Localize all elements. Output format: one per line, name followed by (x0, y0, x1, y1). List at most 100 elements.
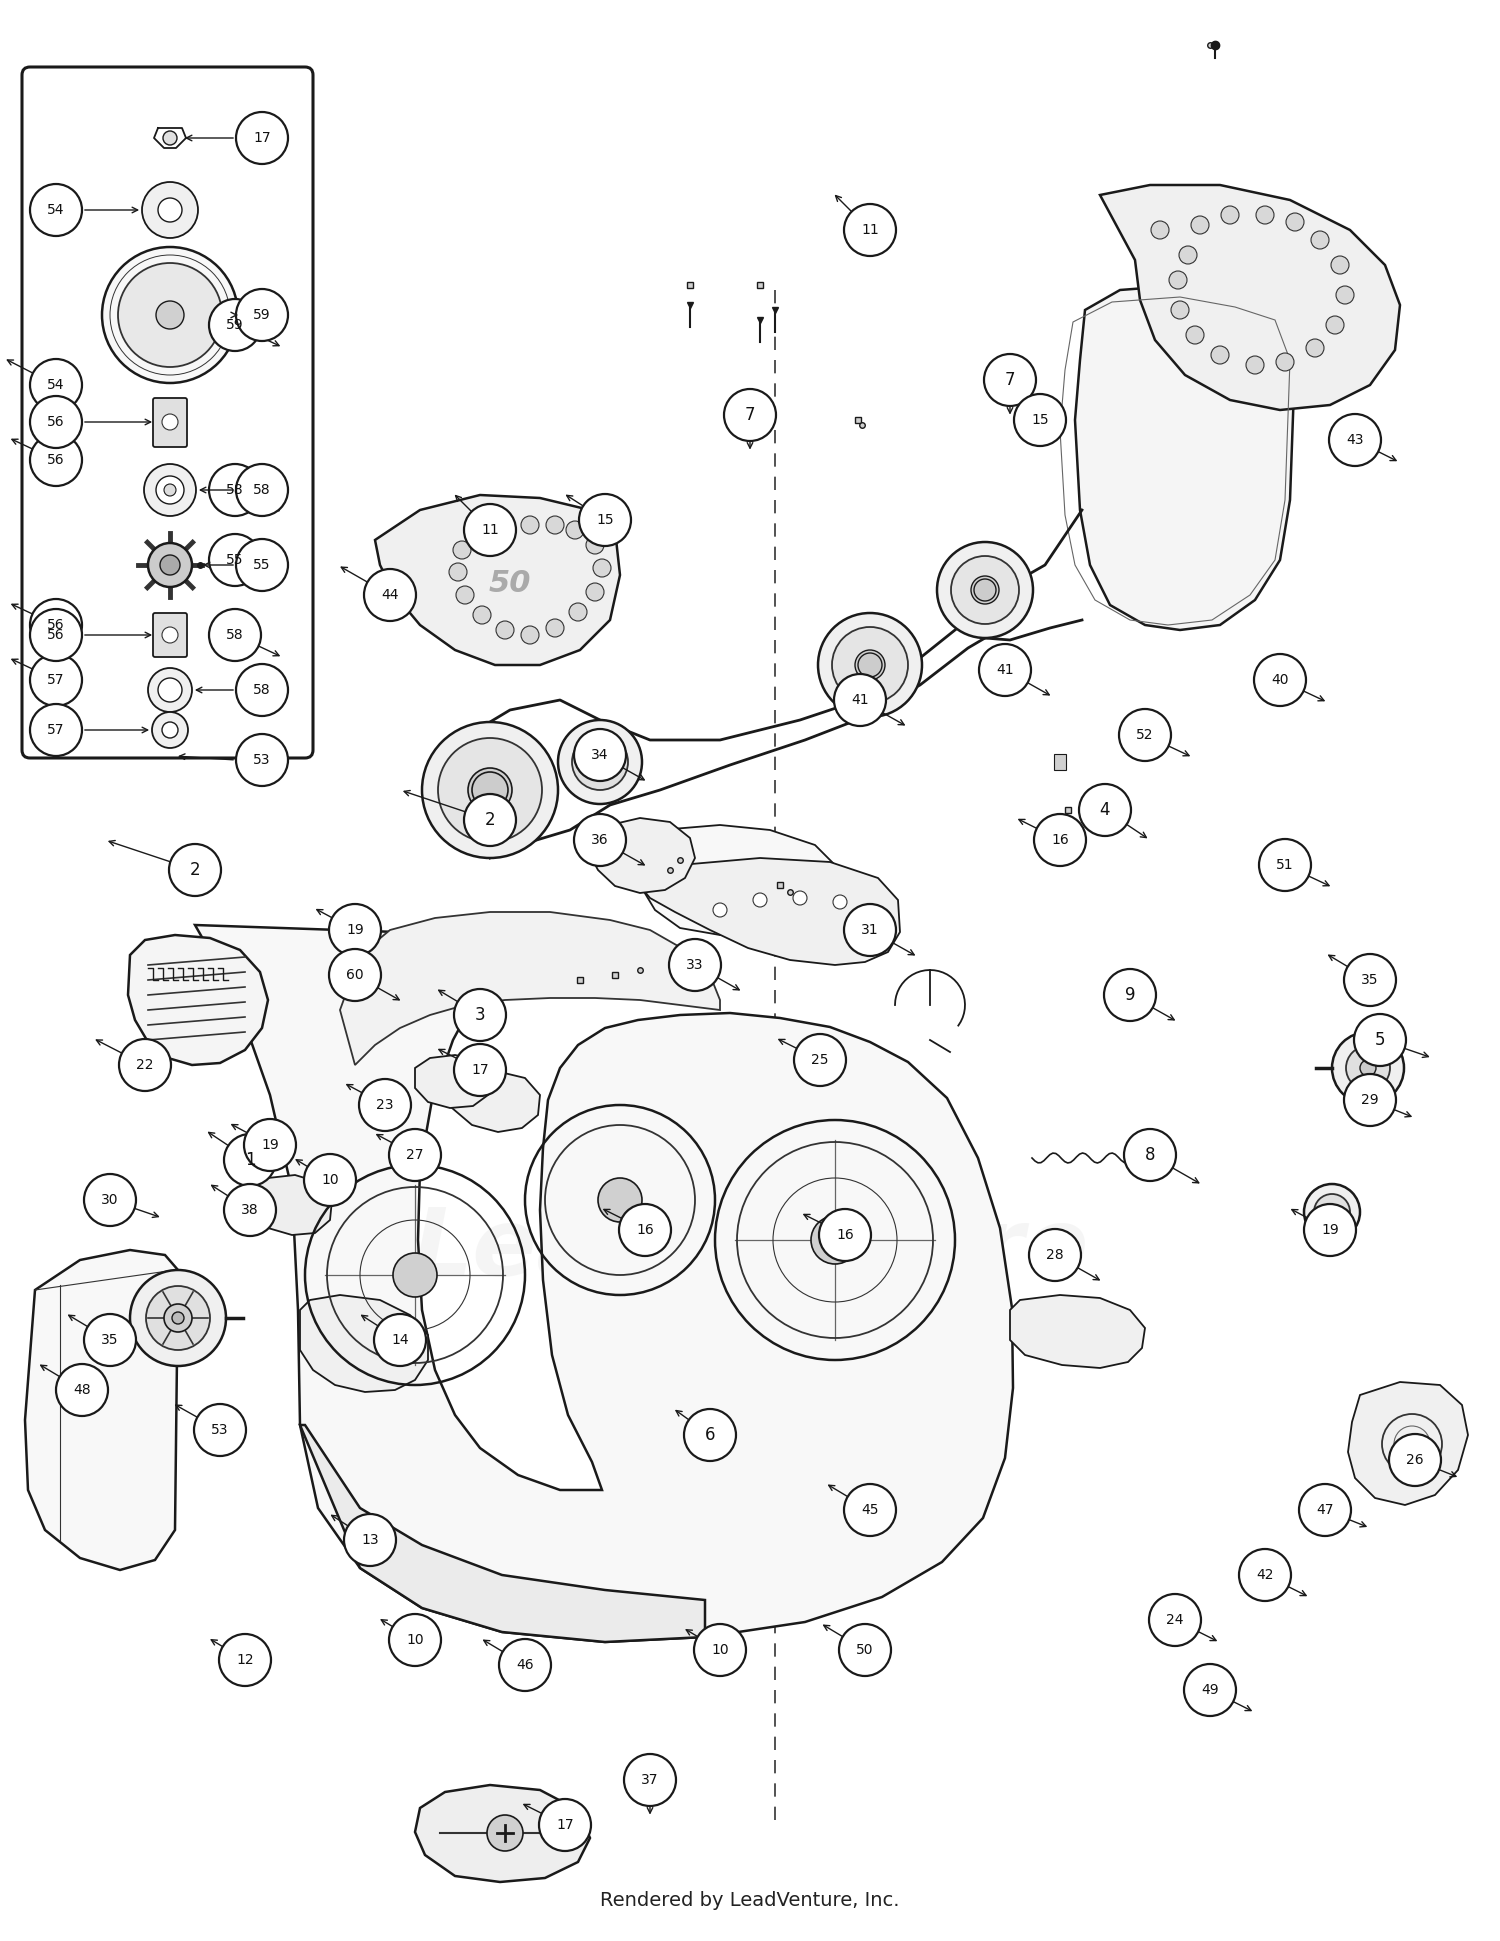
Text: 54: 54 (48, 204, 64, 217)
Text: 56: 56 (46, 617, 64, 633)
Text: 34: 34 (591, 747, 609, 763)
Circle shape (224, 1184, 276, 1236)
Circle shape (422, 722, 558, 858)
Circle shape (56, 1365, 108, 1417)
Circle shape (1346, 1046, 1390, 1091)
Circle shape (1330, 256, 1348, 274)
Circle shape (328, 905, 381, 957)
Circle shape (464, 794, 516, 846)
Circle shape (224, 1134, 276, 1186)
Text: 31: 31 (861, 924, 879, 938)
Circle shape (209, 534, 261, 586)
Circle shape (1332, 1033, 1404, 1104)
Polygon shape (128, 936, 268, 1066)
Text: 40: 40 (1270, 674, 1288, 687)
Text: 30: 30 (102, 1194, 118, 1207)
Circle shape (592, 559, 610, 576)
Text: 19: 19 (346, 924, 364, 938)
Circle shape (566, 520, 584, 540)
Circle shape (1344, 953, 1396, 1005)
Polygon shape (1010, 1295, 1144, 1368)
Circle shape (818, 613, 922, 716)
Circle shape (453, 542, 471, 559)
Circle shape (488, 1815, 524, 1852)
Circle shape (812, 1215, 859, 1264)
Circle shape (30, 609, 82, 662)
Circle shape (464, 505, 516, 555)
Circle shape (1344, 1073, 1396, 1126)
Text: 16: 16 (836, 1229, 854, 1242)
Circle shape (148, 668, 192, 712)
Circle shape (472, 606, 490, 623)
Circle shape (1029, 1229, 1081, 1281)
Circle shape (500, 1638, 550, 1691)
Circle shape (209, 609, 261, 662)
Circle shape (844, 204, 895, 256)
Circle shape (1078, 784, 1131, 837)
Polygon shape (446, 1071, 540, 1132)
Circle shape (579, 495, 632, 545)
Circle shape (482, 780, 500, 800)
Circle shape (980, 644, 1030, 697)
Circle shape (951, 555, 1018, 623)
Circle shape (30, 654, 82, 707)
Circle shape (172, 1312, 184, 1324)
Circle shape (794, 1035, 846, 1087)
Text: 48: 48 (74, 1384, 92, 1398)
Text: 59: 59 (226, 318, 244, 332)
Polygon shape (252, 1174, 332, 1234)
Circle shape (970, 576, 999, 604)
Circle shape (30, 705, 82, 755)
Circle shape (1254, 654, 1306, 707)
Circle shape (590, 751, 610, 773)
Circle shape (1168, 272, 1186, 289)
Circle shape (855, 650, 885, 679)
Text: 23: 23 (376, 1099, 393, 1112)
Circle shape (620, 1203, 670, 1256)
Circle shape (30, 184, 82, 237)
Circle shape (1104, 969, 1156, 1021)
Circle shape (520, 516, 538, 534)
Circle shape (1191, 215, 1209, 235)
Polygon shape (1348, 1382, 1468, 1504)
Circle shape (84, 1174, 136, 1227)
Circle shape (572, 734, 628, 790)
Text: 17: 17 (254, 130, 272, 146)
Text: 42: 42 (1257, 1568, 1274, 1582)
Circle shape (1210, 345, 1228, 365)
Circle shape (456, 586, 474, 604)
Polygon shape (590, 817, 694, 893)
Circle shape (538, 1799, 591, 1852)
Circle shape (833, 627, 908, 703)
Circle shape (1034, 813, 1086, 866)
Circle shape (858, 652, 882, 677)
Text: 4: 4 (1100, 802, 1110, 819)
Text: 55: 55 (226, 553, 243, 567)
Circle shape (236, 464, 288, 516)
Circle shape (194, 1403, 246, 1456)
Text: 16: 16 (1052, 833, 1070, 846)
Circle shape (454, 990, 506, 1040)
Circle shape (974, 578, 996, 602)
Text: 56: 56 (46, 415, 64, 429)
Text: 16: 16 (636, 1223, 654, 1236)
Circle shape (1336, 285, 1354, 305)
Circle shape (146, 1287, 210, 1351)
Circle shape (938, 542, 1034, 639)
Text: 2: 2 (484, 811, 495, 829)
Circle shape (1326, 316, 1344, 334)
Circle shape (344, 1514, 396, 1566)
Polygon shape (416, 1786, 590, 1883)
Circle shape (468, 769, 512, 811)
Polygon shape (300, 1295, 427, 1392)
Text: 22: 22 (136, 1058, 153, 1071)
Polygon shape (375, 495, 620, 666)
Circle shape (574, 813, 626, 866)
Circle shape (472, 773, 508, 807)
Circle shape (438, 738, 542, 842)
Text: 11: 11 (482, 522, 500, 538)
Circle shape (586, 536, 604, 553)
Circle shape (624, 1755, 676, 1805)
Circle shape (1299, 1485, 1352, 1535)
Circle shape (304, 1155, 355, 1205)
